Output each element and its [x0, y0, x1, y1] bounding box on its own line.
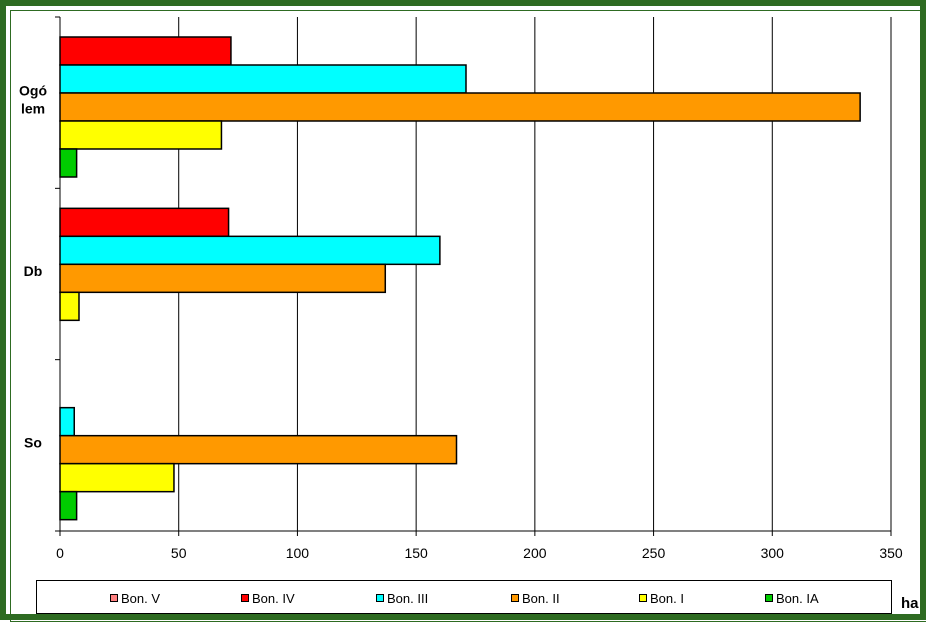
legend-label: Bon. II	[522, 590, 560, 606]
x-tick-label-200: 200	[523, 545, 547, 561]
legend-item-bon-ia: Bon. IA	[765, 590, 819, 606]
category-label-0-1: lem	[21, 101, 45, 117]
legend-label: Bon. I	[650, 590, 684, 606]
axes	[55, 16, 892, 536]
legend-swatch	[241, 594, 249, 602]
legend-swatch	[639, 594, 647, 602]
bar-bon-i-0	[59, 120, 223, 150]
bar-bon-ii-0	[59, 92, 861, 122]
legend-item-bon-i: Bon. I	[639, 590, 684, 606]
legend-item-bon-v: Bon. V	[110, 590, 161, 606]
category-label-2-0: So	[24, 434, 42, 450]
x-tick-label-250: 250	[642, 545, 666, 561]
bar-bon-iii-0	[59, 64, 467, 94]
x-tick-label-0: 0	[56, 545, 64, 561]
legend-label: Bon. IA	[776, 590, 819, 606]
bar-bon-ia-2	[59, 490, 78, 521]
x-tick-label-350: 350	[879, 545, 903, 561]
legend-item-bon-iii: Bon. III	[376, 590, 429, 606]
legend: Bon. V Bon. IV Bon. III Bon. II Bon. I Bon. I…	[36, 580, 892, 614]
bar-bon-i-1	[59, 291, 80, 322]
legend-swatch	[110, 594, 118, 602]
legend-label: Bon. III	[387, 590, 429, 606]
x-axis-unit-label: ha	[901, 595, 919, 612]
bar-bon-ii-1	[59, 263, 387, 294]
axis-labels: 0 50 100 150 200 250 300 350 Ogó lem Db So	[19, 83, 903, 561]
legend-label: Bon. IV	[252, 590, 295, 606]
category-label-1-0: Db	[24, 263, 43, 279]
legend-swatch	[376, 594, 384, 602]
x-tick-label-150: 150	[404, 545, 428, 561]
legend-swatch	[511, 594, 519, 602]
bar-chart: 0 50 100 150 200 250 300 350 Ogó lem Db So	[19, 16, 903, 561]
bar-bon-ii-2	[59, 434, 458, 465]
bar-bon-iii-2	[59, 406, 75, 437]
bar-bon-i-2	[59, 462, 175, 493]
legend-label: Bon. V	[121, 590, 161, 606]
category-label-0-0: Ogó	[19, 83, 47, 99]
legend-item-bon-ii: Bon. II	[511, 590, 560, 606]
legend-item-bon-iv: Bon. IV	[241, 590, 295, 606]
bar-bon-iv-0	[59, 36, 232, 66]
x-tick-label-50: 50	[171, 545, 187, 561]
bars	[59, 36, 861, 521]
x-tick-label-300: 300	[761, 545, 785, 561]
bar-bon-ia-0	[59, 148, 78, 178]
x-tick-label-100: 100	[286, 545, 310, 561]
bar-bon-iv-1	[59, 207, 230, 238]
legend-swatch	[765, 594, 773, 602]
bar-bon-iii-1	[59, 235, 441, 266]
